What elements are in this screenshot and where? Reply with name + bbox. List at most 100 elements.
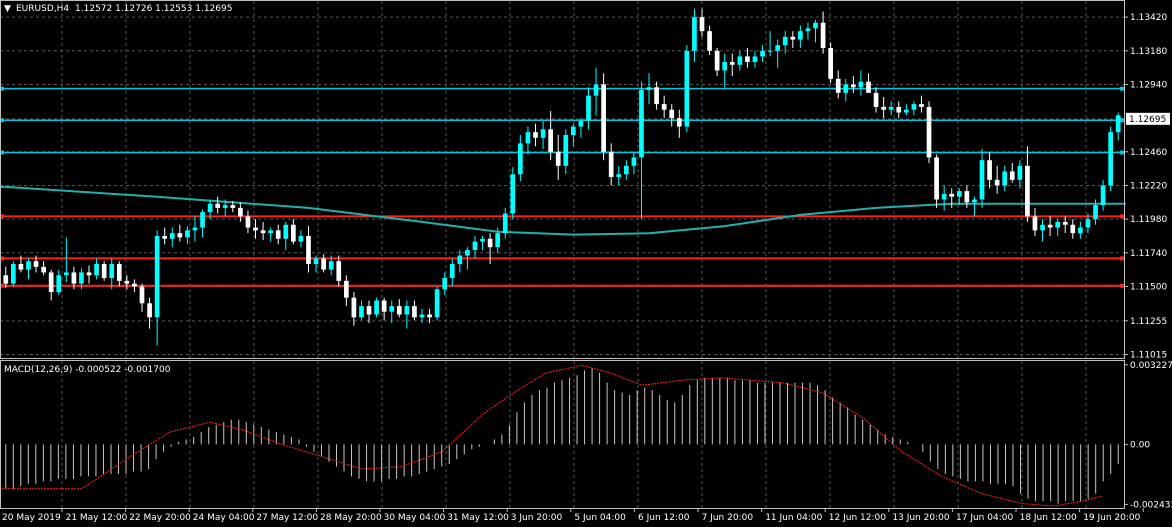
candle [275,224,281,245]
candle-body [593,84,599,96]
candle-body [449,264,455,279]
candle-body [1108,132,1113,186]
candle [1032,207,1038,236]
candle [487,233,493,265]
candle [979,148,985,208]
candle [442,272,448,295]
candle [798,25,803,48]
candle [828,42,833,84]
candle-body [873,92,879,107]
candle [752,50,758,68]
candle-body [858,81,864,88]
candle-body [813,22,818,29]
candle-body [896,106,902,113]
current-price-label: 1.12695 [1129,115,1166,125]
candle [41,261,46,276]
candle [1017,160,1023,189]
candle [881,97,886,119]
candle-body [510,174,516,214]
candle-body [336,261,342,281]
candle-body [533,132,538,138]
candle-body [298,235,304,242]
candle-body [328,261,334,270]
level-handle [1120,86,1124,91]
candle-body [1009,171,1015,180]
candle [457,249,463,273]
time-tick-label: 21 May 12:00 [66,513,128,523]
candle-body [760,50,765,57]
candle-body [502,213,508,234]
candle-body [941,193,947,200]
candle-body [412,306,417,318]
candle [654,81,659,110]
candle-body [457,255,463,265]
candle [253,219,258,239]
horizontal-levels[interactable] [0,86,1124,288]
candle-body [669,109,675,119]
candle [858,70,864,96]
candle [207,199,213,220]
candle [888,101,894,116]
candle [843,78,849,102]
candle [389,300,395,323]
candle [1085,213,1091,234]
candle-body [555,151,561,166]
candle [745,47,750,68]
candle [1093,199,1098,225]
candle-body [79,272,84,284]
candle-body [578,120,584,127]
candle [1108,126,1113,192]
candle [359,300,364,321]
candle-body [540,129,546,138]
price-tick-label: 1.11500 [1130,282,1167,292]
candle [593,67,599,116]
candle [169,227,175,248]
candle [139,283,145,312]
candle-body [480,238,485,242]
candle-body [238,207,243,217]
level-handle [0,86,4,91]
candle-body [442,278,448,290]
candle [215,196,221,214]
candle [623,160,629,180]
price-tick-label: 1.13420 [1130,13,1167,23]
candle [571,123,576,147]
time-tick-label: 24 May 04:00 [193,513,255,523]
candle [56,269,62,295]
candle-body [33,261,39,267]
candle [1025,146,1030,222]
price-axis: 1.13420 1.13180 1.12940 1.12460 1.12220 1.119… [1124,13,1170,360]
candle-body [366,306,372,315]
candle-body [752,56,758,63]
candle-body [676,118,682,127]
candle [964,185,970,208]
candle [707,25,712,56]
level-handle [1120,150,1124,155]
level-handle [0,118,4,123]
candle [480,235,485,250]
candle-body [1085,219,1091,228]
candle-body [1062,221,1068,225]
time-tick-label: 12 Jun 12:00 [829,513,886,523]
candle [185,226,190,245]
time-axis: 20 May 2019 21 May 12:00 22 May 20:00 24 Ma… [2,508,1144,523]
candle [1078,221,1083,239]
candle-body [987,160,992,180]
current-price-box [1126,112,1170,125]
level-handle [0,256,4,261]
macd-axis: 0.003227 0.00 -0.002433 [1124,361,1172,510]
candle-body [608,151,614,178]
candle-body [1047,224,1053,228]
candle-body [222,205,228,208]
candle-body [926,106,932,158]
candle-body [782,36,788,46]
candle [412,300,417,321]
candle [548,111,553,161]
candle-body [192,227,198,231]
candle [813,19,818,43]
candle [449,258,455,287]
macd-panel [2,364,1119,507]
candle-body [828,47,833,79]
candle [737,50,743,71]
menu-arrow-icon[interactable]: ▼ [4,4,11,14]
